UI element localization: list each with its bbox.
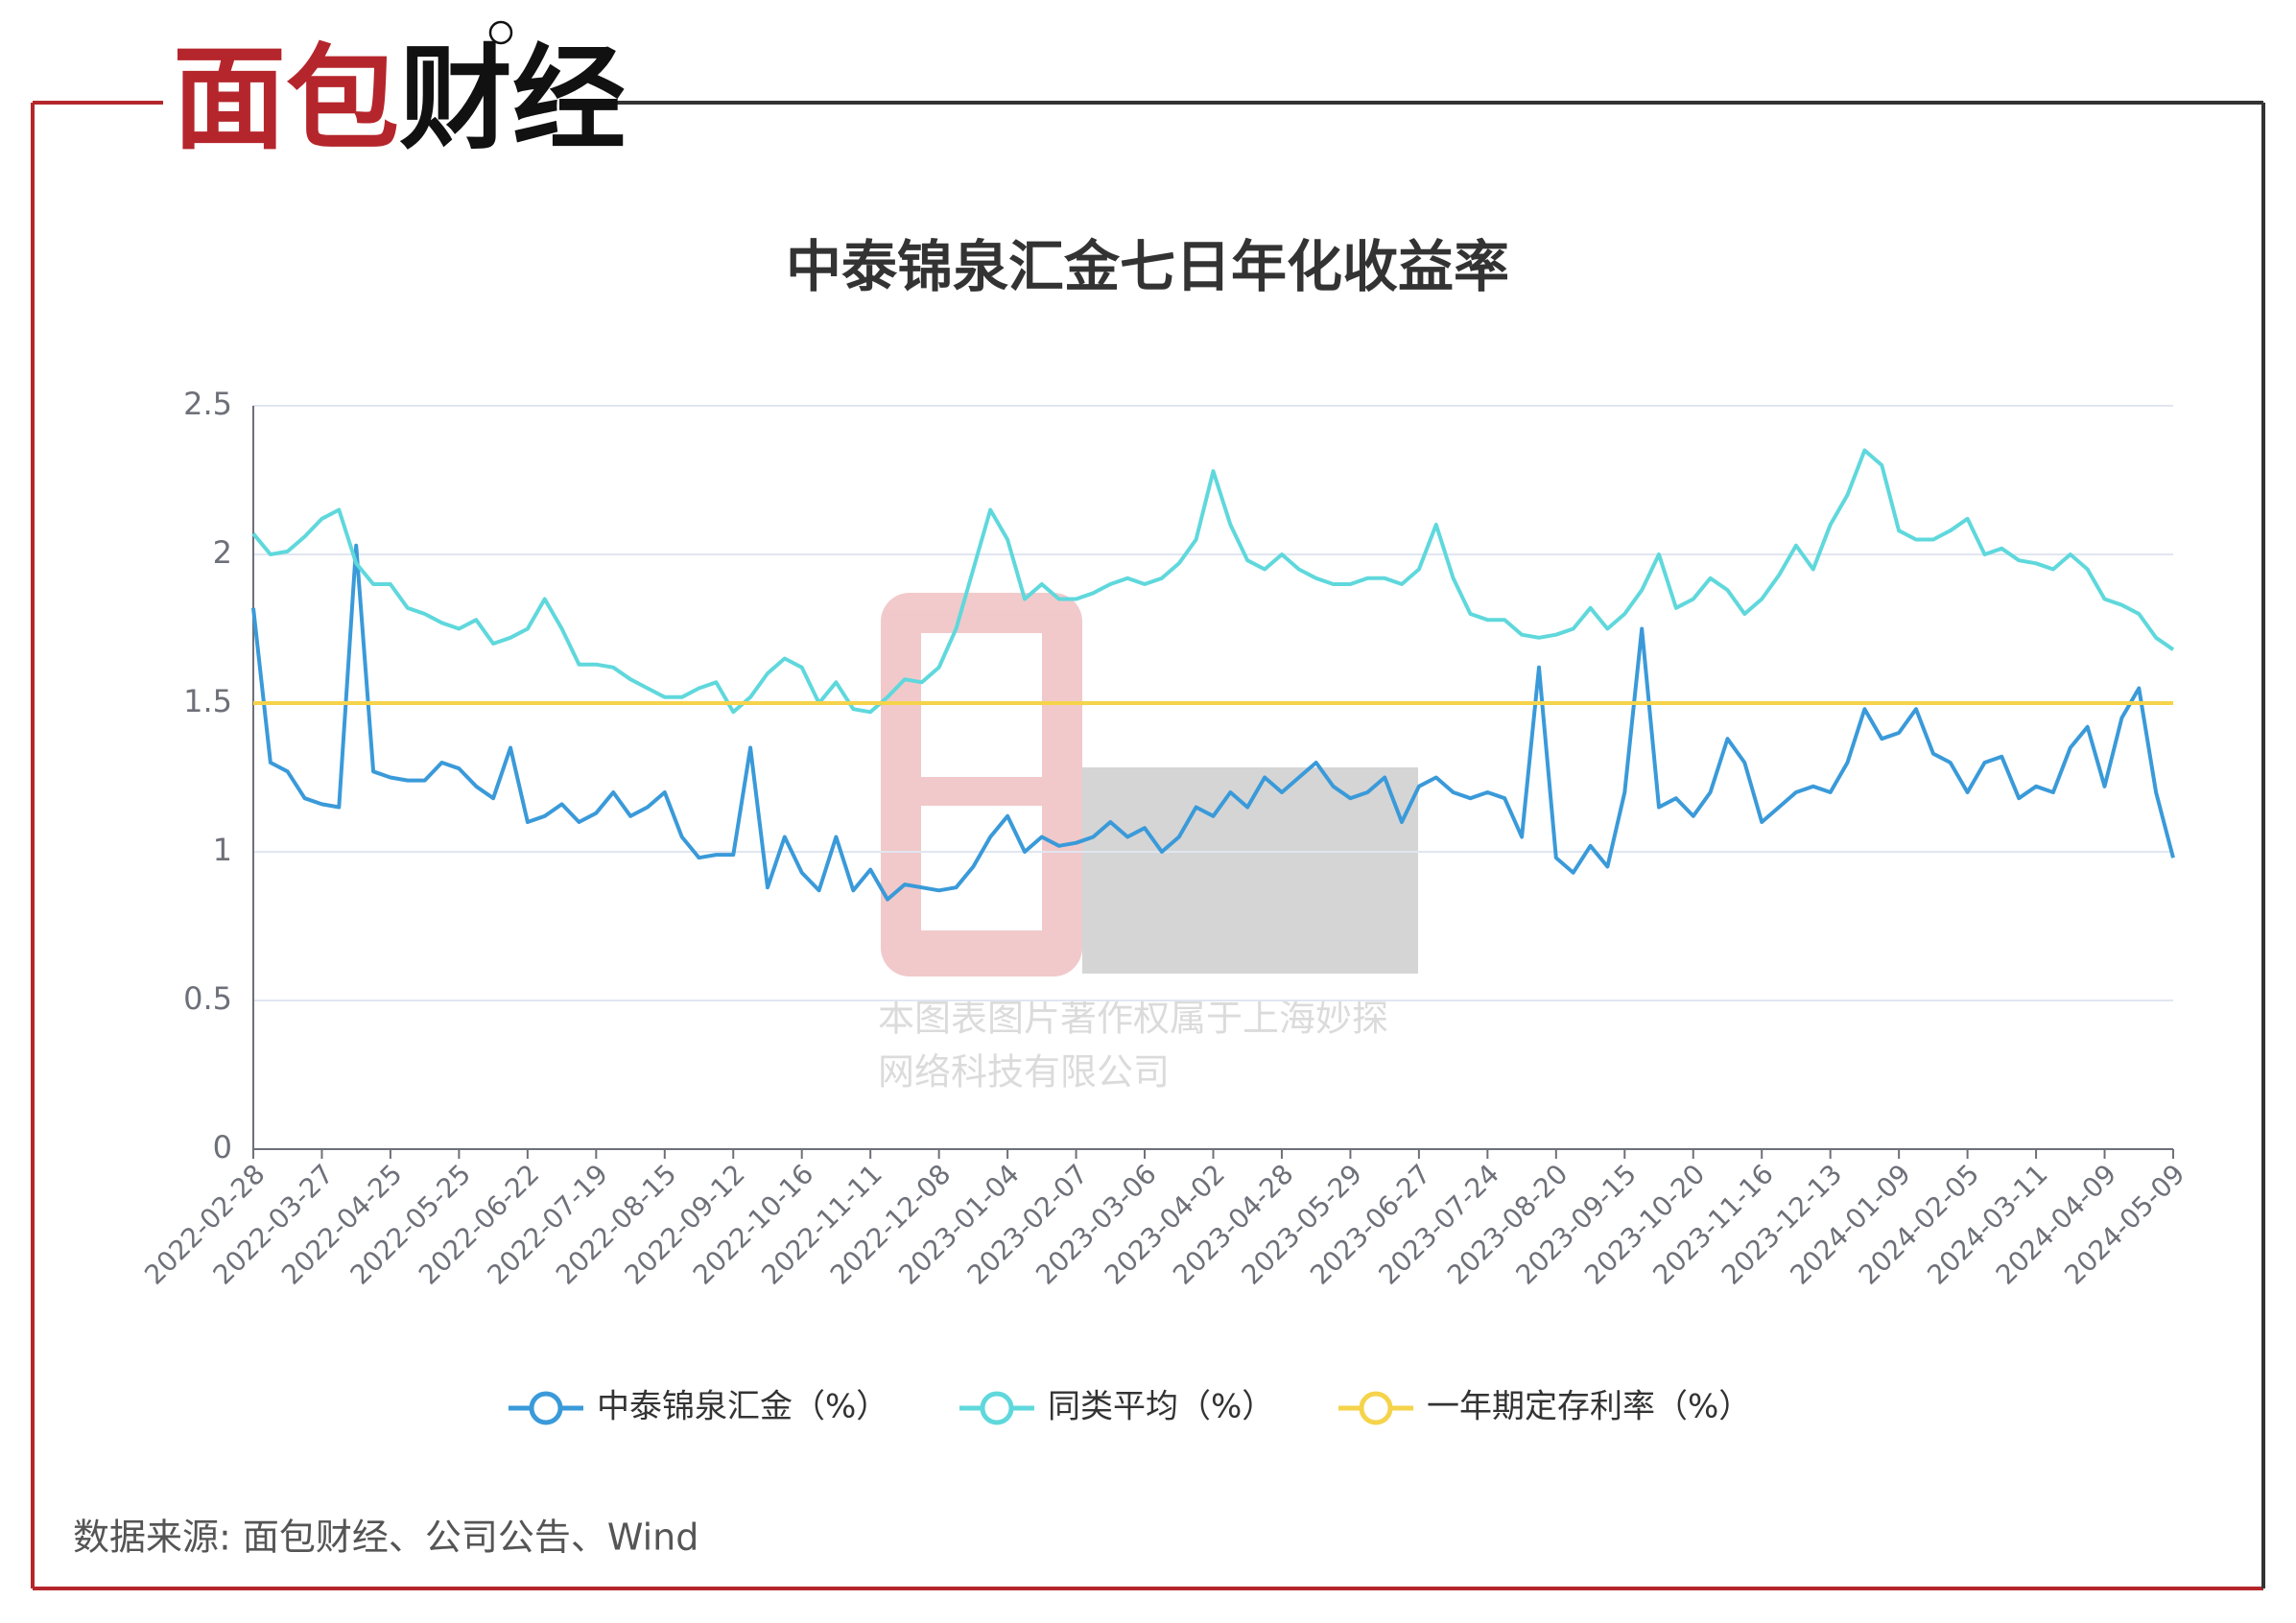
- y-tick-label: 0: [213, 1129, 232, 1165]
- watermark-shape: [1082, 767, 1418, 974]
- series-line: [251, 543, 2175, 902]
- source-note: 数据来源: 面包财经、公司公告、Wind: [73, 1517, 698, 1559]
- chart-title: 中泰锦泉汇金七日年化收益率: [786, 234, 1509, 299]
- y-tick-label: 1.5: [183, 683, 232, 719]
- legend-label: 中泰锦泉汇金（%）: [597, 1388, 888, 1426]
- watermark-text: 本图表图片著作权属于上海妙探: [878, 998, 1388, 1040]
- y-tick-label: 2.5: [183, 386, 232, 422]
- legend-item: 一年期定存利率（%）: [1338, 1388, 1751, 1426]
- legend-item: 同类平均（%）: [959, 1388, 1274, 1426]
- watermark-shape: [921, 806, 1042, 930]
- legend-label: 同类平均（%）: [1048, 1388, 1274, 1426]
- y-tick-label: 1: [213, 832, 232, 868]
- watermark-text: 网络科技有限公司: [878, 1051, 1170, 1094]
- logo-red: 面包: [173, 33, 399, 165]
- legend-item: 中泰锦泉汇金（%）: [509, 1388, 888, 1426]
- logo: 面包财经: [173, 33, 626, 165]
- watermark-shape: [881, 593, 1082, 976]
- legend-label: 一年期定存利率（%）: [1427, 1388, 1751, 1426]
- series-line: [251, 448, 2175, 715]
- logo-registered: [488, 20, 513, 45]
- logo-black: 财经: [399, 33, 626, 165]
- legend-marker: [529, 1391, 563, 1425]
- legend-marker: [1359, 1391, 1393, 1425]
- y-tick-label: 2: [213, 534, 232, 571]
- watermark: 本图表图片著作权属于上海妙探 网络科技有限公司: [878, 593, 1418, 1094]
- legend-marker: [980, 1391, 1014, 1425]
- y-tick-label: 0.5: [183, 980, 232, 1017]
